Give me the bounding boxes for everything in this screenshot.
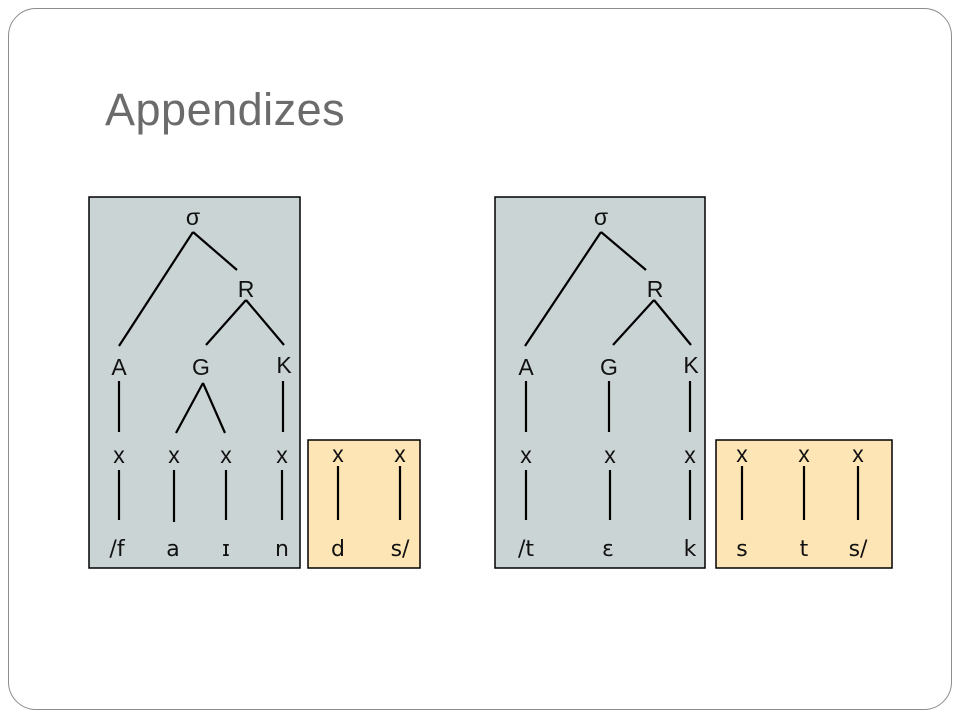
branch-rhyme-coda [245,299,285,346]
slide-title: Appendizes [105,84,346,135]
appendix-skeleton-slot: x [798,441,810,467]
branch-sigma-rhyme [600,231,647,271]
appendix-segment: s/ [849,537,868,562]
rhyme-node: R [647,276,664,302]
appendix-segment: t [800,537,809,562]
onset-node: A [518,354,534,380]
branch-rhyme-nucleus [612,299,655,346]
coda-node: K [683,352,699,378]
syllable-node: σ [186,204,200,230]
appendix-skeleton-slot: x [852,441,864,467]
appendix-skeleton-slot: x [394,441,406,467]
skeleton-slot: x [168,442,180,468]
branch-nucleus-x2 [201,382,227,434]
onset-node: A [111,354,127,380]
segment: n [275,537,289,562]
skeleton-slot: x [604,442,616,468]
nucleus-node: G [600,354,618,380]
branch-rhyme-coda [653,299,692,346]
branch-rhyme-nucleus [205,299,247,346]
skeleton-slot: x [220,442,232,468]
segment: ɛ [602,537,614,562]
segment: /t [518,537,534,562]
appendix-box-1 [307,439,421,569]
skeleton-slot: x [276,442,288,468]
branch-sigma-rhyme [192,231,238,271]
skeleton-slot: x [113,442,125,468]
coda-node: K [276,352,292,378]
segment: /f [109,537,125,562]
skeleton-slot: x [520,442,532,468]
branch-sigma-onset [118,231,194,347]
syllable-node: σ [594,204,608,230]
appendix-segment: d [331,537,345,562]
diagram-1: σ R A G K x x x x x x /f a ɪ n d s/ [88,196,421,569]
appendix-skeleton-slot: x [736,441,748,467]
appendix-skeleton-slot: x [332,441,344,467]
segment: a [166,537,179,562]
appendix-segment: s/ [391,537,410,562]
branch-sigma-onset [524,231,602,347]
branch-nucleus-x1 [175,382,204,434]
syllable-box-2 [494,196,706,569]
diagram-2: σ R A G K x x x x x x /t ɛ k s t s/ [494,196,893,569]
syllable-box-1 [88,196,301,569]
segment: k [684,537,697,562]
appendix-segment: s [736,537,747,562]
segment: ɪ [222,537,230,562]
skeleton-slot: x [684,442,696,468]
rhyme-node: R [238,276,255,302]
nucleus-node: G [192,354,210,380]
